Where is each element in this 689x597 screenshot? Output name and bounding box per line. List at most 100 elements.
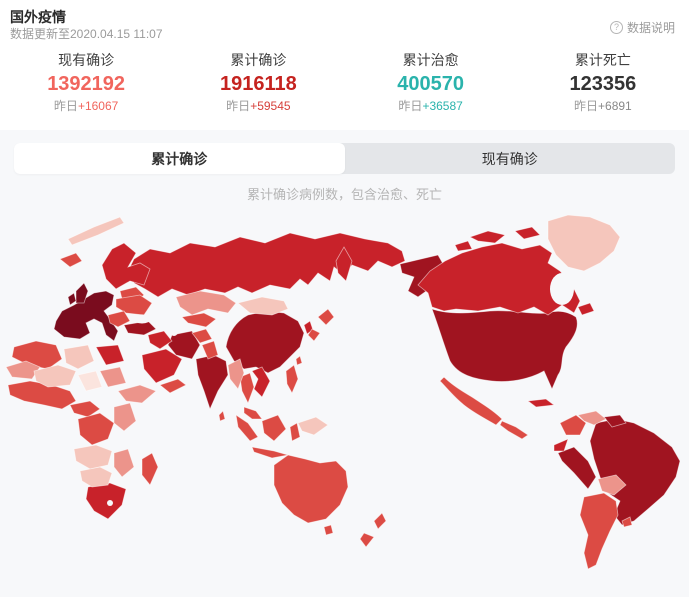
region-colombia (559, 414, 587, 436)
stat-total-deaths: 累计死亡 123356 昨日+6891 (517, 50, 689, 116)
region-angola-zambia (73, 444, 113, 470)
region-svalbard (67, 216, 125, 246)
stat-value: 1916118 (219, 73, 297, 95)
region-canada-archipelago-1 (468, 230, 506, 244)
delta-prefix: 昨日 (226, 99, 251, 113)
map-section: 累计确诊 现有确诊 累计确诊病例数，包含治愈、死亡 (0, 130, 689, 597)
region-canada (417, 242, 581, 316)
region-namibia-botswana (79, 466, 113, 488)
map-tab-bar: 累计确诊 现有确诊 (14, 143, 675, 174)
region-kenya-tanzania (113, 402, 137, 432)
region-usa (431, 308, 578, 390)
world-map[interactable] (0, 209, 689, 579)
region-papua (297, 416, 329, 436)
delta-prefix: 昨日 (574, 99, 599, 113)
stat-delta: 昨日+6891 (517, 98, 689, 115)
region-japan-south (307, 328, 321, 342)
world-choropleth-svg (5, 214, 681, 570)
region-mexico (439, 376, 503, 426)
map-regions-dark (123, 254, 681, 526)
region-sulawesi (289, 422, 301, 442)
region-madagascar (141, 452, 159, 486)
delta-prefix: 昨日 (398, 99, 423, 113)
delta-value: +16067 (77, 99, 119, 113)
region-uruguay (621, 516, 633, 528)
map-caption: 累计确诊病例数，包含治愈、死亡 (246, 187, 442, 202)
region-iceland (59, 252, 83, 268)
update-time: 数据更新至2020.04.15 11:07 (10, 27, 163, 41)
region-peru (557, 446, 597, 490)
region-brazil (589, 418, 681, 526)
stat-value: 1392192 (47, 73, 126, 95)
region-australia (273, 454, 349, 524)
region-alaska (399, 254, 447, 298)
delta-value: +36587 (422, 99, 463, 113)
map-regions-cream (77, 370, 103, 392)
region-ireland (67, 292, 77, 306)
region-kamchatka (335, 246, 353, 282)
hudson-bay (550, 273, 574, 305)
stat-delta: 昨日+59545 (172, 98, 344, 115)
region-sumatra (235, 414, 259, 442)
region-borneo (261, 414, 287, 442)
region-new-zealand-south (359, 532, 375, 548)
stat-label: 现有确诊 (58, 52, 115, 68)
tab-total-confirmed[interactable]: 累计确诊 (14, 143, 345, 174)
region-java (251, 446, 289, 459)
stat-value: 400570 (397, 73, 464, 95)
region-pakistan (201, 340, 219, 360)
region-guyanas (603, 414, 627, 428)
region-india (195, 354, 229, 411)
region-venezuela (577, 410, 607, 426)
region-scandinavia (101, 242, 151, 290)
region-newfoundland (577, 302, 595, 316)
region-greenland (547, 214, 621, 272)
region-canada-archipelago-2 (514, 226, 541, 240)
region-philippines (285, 364, 299, 394)
help-link-label: 数据说明 (626, 21, 675, 35)
stat-delta: 昨日+16067 (0, 98, 172, 115)
stat-total-confirmed: 累计确诊 1916118 昨日+59545 (172, 50, 344, 116)
region-taiwan (295, 355, 303, 366)
header: 国外疫情 数据更新至2020.04.15 11:07 ? 数据说明 (0, 0, 689, 44)
stats-row: 现有确诊 1392192 昨日+16067 累计确诊 1916118 昨日+59… (0, 44, 689, 130)
region-libya (63, 344, 95, 370)
map-regions-lighter (33, 214, 621, 488)
map-sea-overlays (107, 273, 574, 506)
region-egypt (95, 344, 125, 366)
region-sudan (99, 366, 127, 388)
stat-current-confirmed: 现有确诊 1392192 昨日+16067 (0, 50, 172, 116)
region-myanmar (227, 358, 245, 390)
region-malaysia (243, 406, 263, 420)
delta-value: +6891 (598, 99, 632, 113)
region-south-africa (85, 482, 127, 520)
map-regions-darkest (53, 282, 119, 342)
delta-prefix: 昨日 (53, 99, 78, 113)
map-regions-light (5, 290, 627, 496)
lesotho-dot (107, 500, 113, 506)
region-ethiopia-horn (117, 384, 157, 404)
black-sea (133, 314, 151, 324)
delta-value: +59545 (250, 99, 291, 113)
region-yemen-oman (159, 378, 187, 394)
region-drc (77, 412, 115, 446)
data-help-link[interactable]: ? 数据说明 (609, 19, 675, 36)
region-central-asia (181, 312, 217, 328)
region-russia (127, 232, 406, 298)
region-japan-north (317, 308, 335, 326)
region-central-america (499, 420, 529, 440)
region-new-zealand-north (373, 512, 387, 530)
stat-delta: 昨日+36587 (345, 98, 517, 115)
region-iraq-syria (147, 330, 173, 350)
region-cameroon-car (69, 400, 101, 418)
region-cuba (526, 398, 556, 408)
stat-label: 累计死亡 (574, 52, 631, 68)
region-western-europe (53, 290, 119, 342)
region-tasmania (323, 524, 334, 536)
stat-label: 累计治愈 (402, 52, 459, 68)
region-mozambique (113, 448, 135, 478)
region-vietnam-laos (251, 366, 271, 398)
caspian-sea (168, 314, 180, 336)
tab-current-confirmed[interactable]: 现有确诊 (481, 150, 538, 167)
stat-label: 累计确诊 (230, 52, 287, 68)
